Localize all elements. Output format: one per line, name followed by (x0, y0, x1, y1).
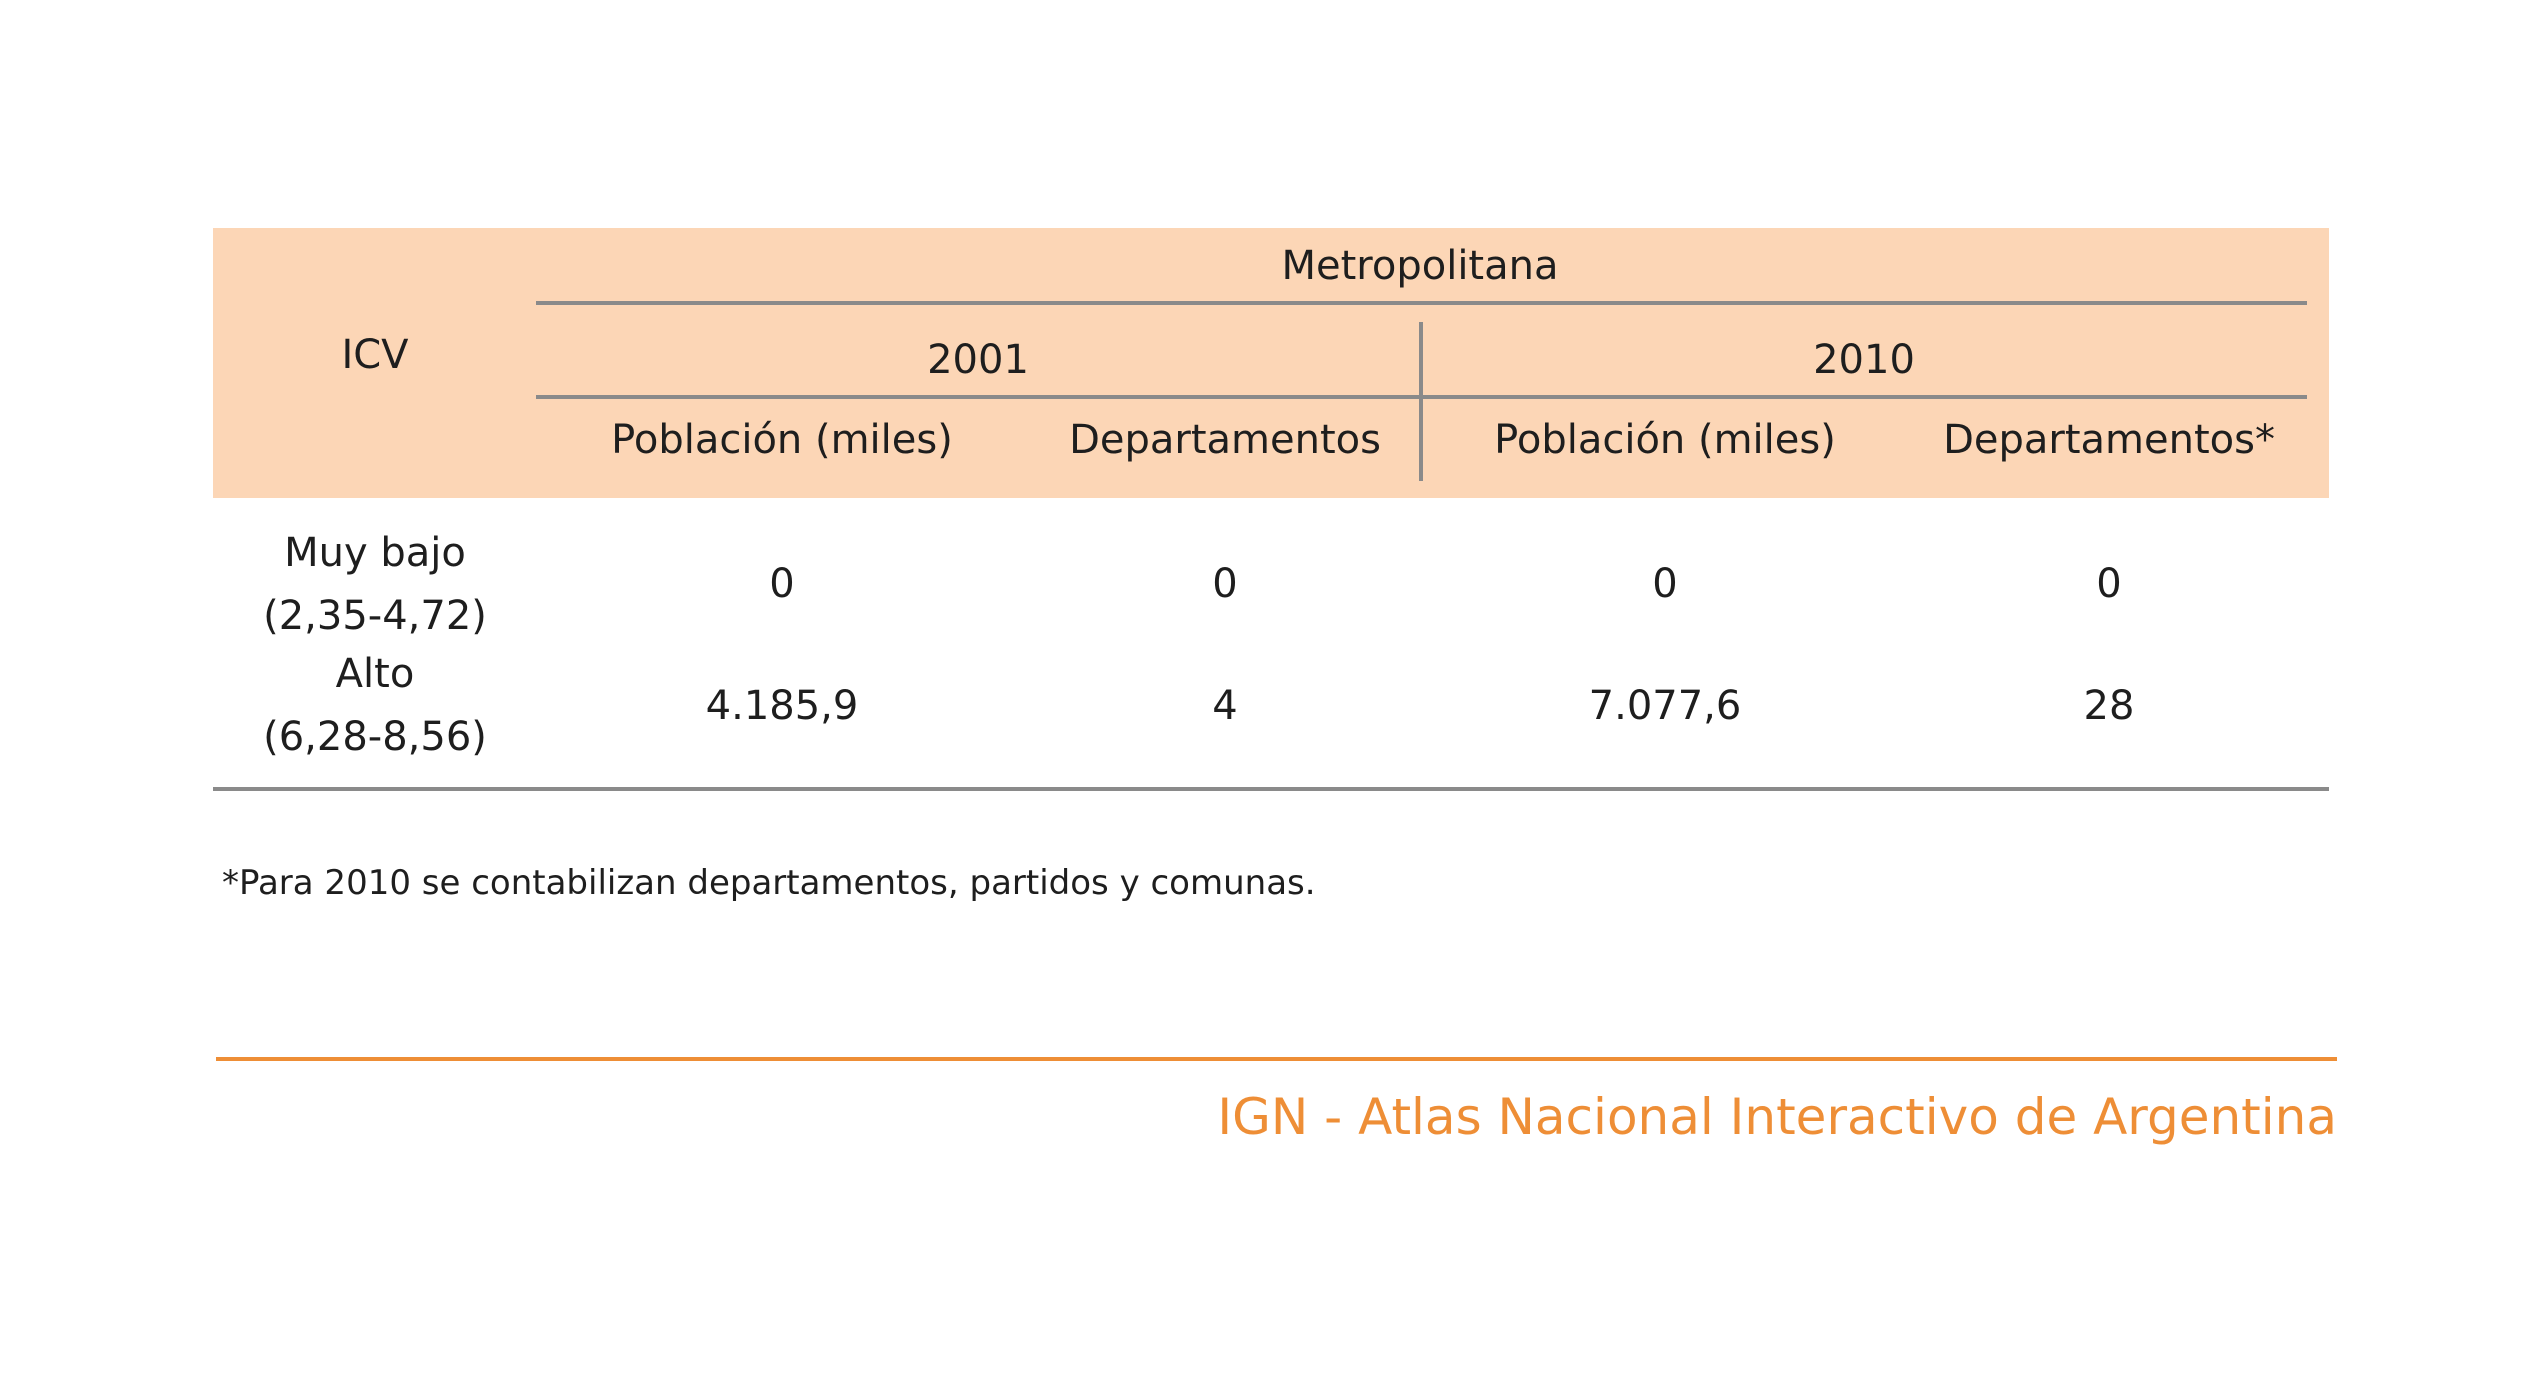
header-col-departamentos-2001: Departamentos (1069, 417, 1381, 463)
cell-value: 0 (1212, 561, 1238, 607)
cell-value: 0 (2096, 561, 2122, 607)
cell-value: 0 (769, 561, 795, 607)
header-rule-group (536, 301, 2307, 305)
footer-rule (216, 1057, 2337, 1061)
row-label-line2: (6,28-8,56) (263, 714, 487, 760)
cell-value: 4.185,9 (705, 683, 859, 729)
table-header-background (213, 228, 2329, 498)
row-label-line2: (2,35-4,72) (263, 593, 487, 639)
header-year-2001: 2001 (927, 337, 1029, 383)
header-col-poblacion-2001: Población (miles) (611, 417, 953, 463)
table-footnote: *Para 2010 se contabilizan departamentos… (222, 863, 1316, 903)
row-label-line1: Muy bajo (284, 530, 466, 576)
header-col-poblacion-2010: Población (miles) (1494, 417, 1836, 463)
table-bottom-rule (213, 787, 2329, 791)
cell-value: 0 (1652, 561, 1678, 607)
cell-value: 7.077,6 (1588, 683, 1742, 729)
footer-brand: IGN - Atlas Nacional Interactivo de Arge… (1217, 1088, 2337, 1146)
cell-value: 28 (2083, 683, 2135, 729)
row-label-line1: Alto (335, 651, 415, 697)
header-icv: ICV (341, 332, 409, 378)
header-year-divider (1419, 322, 1423, 481)
header-year-2010: 2010 (1813, 337, 1915, 383)
header-col-departamentos-2010: Departamentos* (1943, 417, 2275, 463)
header-group-metropolitana: Metropolitana (1281, 243, 1559, 289)
cell-value: 4 (1212, 683, 1238, 729)
